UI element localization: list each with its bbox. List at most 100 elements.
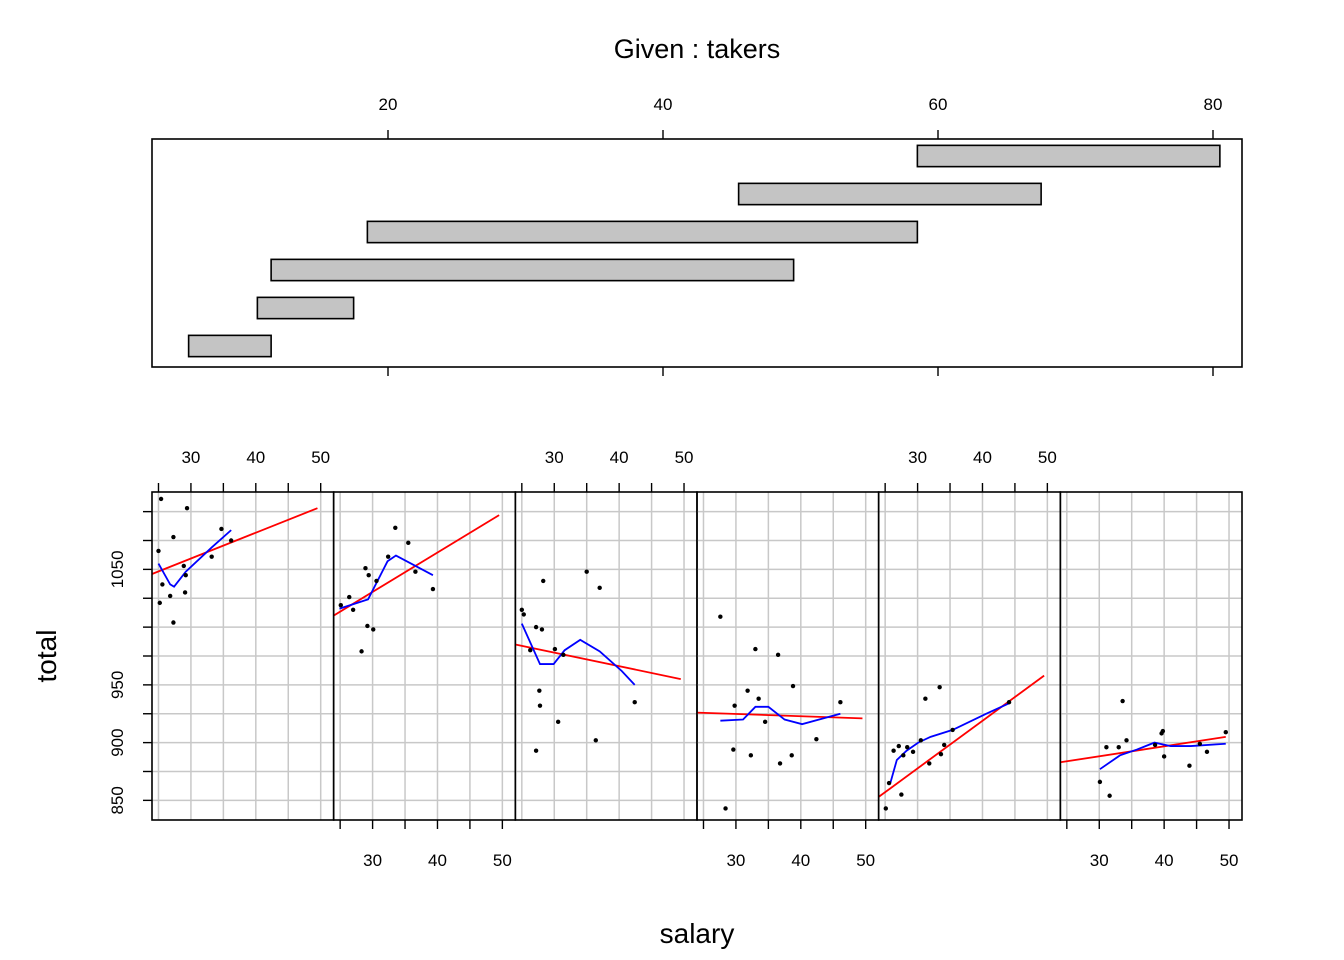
panel-plot-area <box>333 514 500 654</box>
loess-smooth-line <box>720 705 841 726</box>
data-point <box>899 792 904 797</box>
data-point <box>886 780 892 786</box>
data-point <box>937 684 942 690</box>
scatter-panel: 30 40 50 <box>332 491 517 870</box>
data-point <box>775 652 781 658</box>
panel-plot-area <box>878 674 1045 811</box>
data-point <box>528 648 533 653</box>
given-tick-label: 20 <box>379 95 398 114</box>
data-point <box>753 646 758 652</box>
data-point <box>363 566 368 571</box>
data-point <box>1006 699 1012 705</box>
data-point <box>385 554 391 559</box>
data-point <box>938 751 944 757</box>
loess-smooth-line <box>889 702 1010 784</box>
data-point <box>1124 738 1129 743</box>
data-point <box>941 742 947 748</box>
data-point <box>762 719 768 725</box>
x-tick-label: 30 <box>1090 851 1109 870</box>
data-point <box>555 719 561 725</box>
data-point <box>905 745 910 750</box>
data-point <box>1187 763 1192 768</box>
data-point <box>519 607 525 613</box>
given-interval-bar <box>366 220 919 244</box>
loess-smooth-line <box>1099 741 1226 770</box>
data-point <box>632 699 637 705</box>
data-point <box>593 738 598 743</box>
chart-title: Given : takers <box>614 34 781 64</box>
data-point <box>950 727 955 733</box>
panel-plot-area <box>515 569 681 753</box>
x-tick-label: 40 <box>791 851 810 870</box>
data-point <box>1223 730 1228 735</box>
given-interval-bar <box>916 144 1221 168</box>
x-tick-label: 40 <box>1155 851 1174 870</box>
data-point <box>537 703 543 708</box>
data-point <box>883 806 889 811</box>
data-point <box>790 683 796 689</box>
scatter-panel: 30 40 50 <box>877 448 1062 821</box>
data-point <box>533 624 539 630</box>
data-point <box>584 569 589 574</box>
data-point <box>1160 728 1166 734</box>
data-point <box>838 699 843 705</box>
given-tick-label: 40 <box>654 95 673 114</box>
given-interval-bar <box>187 334 272 358</box>
panel-frame <box>1059 491 1243 821</box>
data-point <box>209 554 214 559</box>
data-point <box>901 753 906 758</box>
x-tick-label: 40 <box>428 851 447 870</box>
given-tick-label: 60 <box>929 95 948 114</box>
data-point <box>731 747 736 752</box>
data-point <box>533 748 539 753</box>
linear-fit-line <box>333 514 500 617</box>
x-tick-label: 30 <box>545 448 564 467</box>
data-point <box>228 538 234 543</box>
given-interval-bar <box>270 258 795 282</box>
data-point <box>1097 779 1103 785</box>
data-point <box>552 646 558 652</box>
linear-fit-line <box>1060 735 1226 764</box>
data-point <box>366 572 371 578</box>
data-point <box>756 696 761 701</box>
data-point <box>374 578 379 584</box>
scatter-panels: 30 40 50 30 40 50 30 40 50 30 40 50 30 40 50 30 40 50 850 9… <box>108 448 1243 870</box>
data-point <box>923 696 928 701</box>
data-point <box>718 614 723 619</box>
data-point <box>365 623 370 629</box>
y-tick-label: 950 <box>108 671 127 699</box>
x-tick-label: 40 <box>973 448 992 467</box>
data-point <box>910 749 916 755</box>
data-point <box>597 585 602 591</box>
data-point <box>1104 745 1109 750</box>
x-tick-label: 50 <box>311 448 330 467</box>
loess-smooth-line <box>157 529 232 588</box>
data-point <box>160 582 165 587</box>
linear-fit-line <box>878 674 1045 798</box>
data-point <box>338 602 344 608</box>
data-point <box>723 806 728 811</box>
x-tick-label: 30 <box>726 851 745 870</box>
given-interval-bar <box>256 296 355 320</box>
scatter-panel: 30 40 50 <box>151 448 335 821</box>
scatter-panel: 30 40 50 <box>514 448 698 821</box>
data-point <box>521 612 526 617</box>
data-point <box>347 594 352 600</box>
data-point <box>745 688 750 693</box>
y-tick-label: 1050 <box>108 550 127 588</box>
given-panel: 20 40 60 80 <box>151 95 1243 376</box>
data-point <box>537 688 542 693</box>
linear-fit-line <box>152 507 318 575</box>
given-interval-bar <box>737 182 1042 206</box>
x-tick-label: 50 <box>1220 851 1239 870</box>
data-point <box>1107 793 1112 798</box>
data-point <box>184 505 190 511</box>
y-tick-label: 850 <box>108 786 127 814</box>
given-tick-label: 80 <box>1204 95 1223 114</box>
data-point <box>157 600 162 606</box>
y-axis: 850 900 950 1050 <box>108 510 152 815</box>
linear-fit-line <box>515 643 681 680</box>
data-point <box>927 761 932 766</box>
data-point <box>1120 698 1125 704</box>
data-point <box>156 548 161 554</box>
